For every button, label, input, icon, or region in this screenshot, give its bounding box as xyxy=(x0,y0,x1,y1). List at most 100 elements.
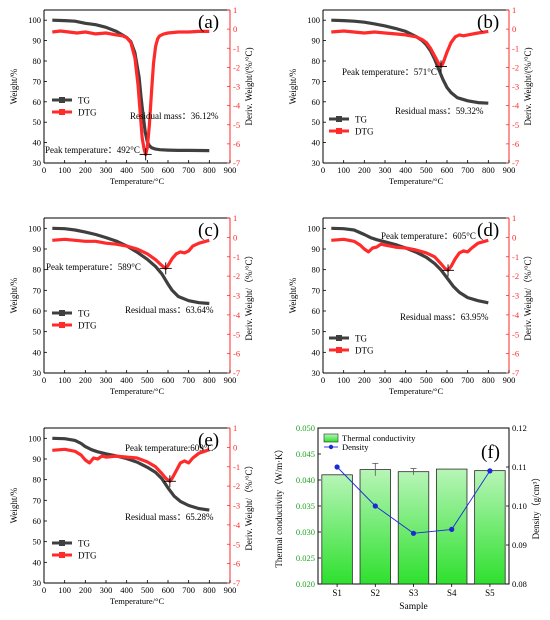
legend-marker xyxy=(336,335,342,341)
y-tick-label: 100 xyxy=(28,223,41,233)
y-tick-label: 40 xyxy=(33,138,42,148)
y-axis-title: Thermal conductivity（W/m·K） xyxy=(274,444,284,567)
tg-series-line xyxy=(52,18,210,153)
legend-label: Density xyxy=(342,442,369,452)
panel-label: (c) xyxy=(198,220,219,241)
y-tick-label: 30 xyxy=(33,158,42,168)
y2-tick-label: -1 xyxy=(512,43,519,53)
x-tick-label: 500 xyxy=(420,165,433,175)
y2-axis-title: Deriv. Weight/（%/°C） xyxy=(244,250,254,340)
x-tick-label: S3 xyxy=(409,588,419,598)
legend: TG DTG xyxy=(52,96,97,118)
y-tick-label: 0.040 xyxy=(296,475,315,485)
y-tick-label: 90 xyxy=(312,36,321,46)
legend-marker xyxy=(59,97,65,103)
tg-series-line xyxy=(331,226,489,305)
y-tick-label: 90 xyxy=(33,454,42,464)
x-tick-label: 800 xyxy=(203,585,216,595)
y2-tick-label: -2 xyxy=(233,481,240,491)
x-tick-label: S4 xyxy=(447,588,457,598)
y2-tick-label: -6 xyxy=(233,139,240,149)
x-tick-label: 600 xyxy=(162,375,175,385)
y2-tick-label: -6 xyxy=(233,559,240,569)
y2-tick-label: 1 xyxy=(233,213,237,223)
y2-tick-label: -4 xyxy=(512,310,520,320)
x-tick-label: S5 xyxy=(485,588,495,598)
x-tick-label: S1 xyxy=(332,588,342,598)
y-tick-label: 60 xyxy=(312,306,321,316)
panel-label: (b) xyxy=(477,12,499,33)
y2-tick-label: 1 xyxy=(233,5,237,15)
x-tick-label: 900 xyxy=(503,165,516,175)
y-tick-label: 60 xyxy=(312,97,321,107)
x-tick-label: 600 xyxy=(441,375,454,385)
dtg-series-line xyxy=(52,237,210,270)
annotation: Peak temperature：571°C xyxy=(342,67,437,77)
x-tick-label: 600 xyxy=(441,165,454,175)
x-tick-label: 500 xyxy=(141,165,154,175)
y-tick-label: 30 xyxy=(312,158,321,168)
x-axis-title: Temperature/°C xyxy=(389,176,444,186)
annotation: Residual mass：59.32% xyxy=(395,106,484,116)
x-axis-title: Temperature/°C xyxy=(110,176,165,186)
legend: TG DTG xyxy=(329,115,374,137)
y2-tick-label: 1 xyxy=(512,5,516,15)
x-tick-label: 0 xyxy=(42,585,46,595)
y-tick-label: 40 xyxy=(33,557,42,567)
legend-label: TG xyxy=(78,539,90,549)
x-tick-label: 200 xyxy=(358,165,371,175)
legend-label: TG xyxy=(78,96,90,106)
x-tick-label: 600 xyxy=(162,165,175,175)
y2-tick-label: 0 xyxy=(233,442,237,452)
y-tick-label: 50 xyxy=(312,117,321,127)
x-tick-label: 100 xyxy=(58,165,71,175)
panel-d: 0 100 200 300 400 500 600 700 800 900304050607080… xyxy=(288,213,533,396)
y-tick-label: 0.050 xyxy=(296,423,315,433)
y2-tick-label: -3 xyxy=(512,82,519,92)
x-tick-label: 400 xyxy=(399,165,412,175)
y2-axis-title: Deriv. Weight/（%/°C） xyxy=(244,460,254,550)
annotation: Peak temperature：589°C xyxy=(46,262,141,272)
y-tick-label: 50 xyxy=(33,327,42,337)
legend-swatch xyxy=(323,433,339,443)
x-tick-label: 700 xyxy=(182,585,195,595)
y-tick-label: 30 xyxy=(312,368,321,378)
y-tick-label: 80 xyxy=(33,56,42,66)
y2-tick-label: -3 xyxy=(233,291,240,301)
y2-tick-label: -6 xyxy=(233,349,240,359)
y2-tick-label: -7 xyxy=(512,368,519,378)
y2-tick-label: -2 xyxy=(512,271,519,281)
x-tick-label: 700 xyxy=(461,165,474,175)
y2-tick-label: -4 xyxy=(512,101,520,111)
y2-tick-label: -3 xyxy=(233,82,240,92)
x-tick-label: 800 xyxy=(482,375,495,385)
x-tick-label: 0 xyxy=(42,375,46,385)
legend: TG DTG xyxy=(52,309,97,331)
y-tick-label: 90 xyxy=(312,244,321,254)
x-tick-label: 700 xyxy=(182,165,195,175)
legend-marker xyxy=(59,552,65,558)
x-tick-label: 400 xyxy=(399,375,412,385)
y-tick-label: 50 xyxy=(312,327,321,337)
x-axis-title: Temperature/°C xyxy=(389,386,444,396)
x-tick-label: 600 xyxy=(162,585,175,595)
dtg-series-line xyxy=(331,237,489,272)
x-tick-label: 500 xyxy=(420,375,433,385)
x-tick-label: 900 xyxy=(503,375,516,385)
y2-tick-label: -4 xyxy=(233,101,241,111)
y2-tick-label: -5 xyxy=(233,539,240,549)
legend-label: TG xyxy=(355,334,367,344)
legend-marker xyxy=(328,444,334,450)
density-point xyxy=(334,464,340,470)
y2-tick-label: 0.08 xyxy=(512,579,527,589)
y2-tick-label: 1 xyxy=(512,213,516,223)
y-tick-label: 60 xyxy=(33,306,42,316)
legend: TG DTG xyxy=(52,539,97,561)
x-tick-label: 900 xyxy=(224,165,237,175)
y-axis-title: Weight/% xyxy=(9,487,19,523)
x-tick-label: 800 xyxy=(482,165,495,175)
bar-S1 xyxy=(321,474,353,585)
panel-b: 0 100 200 300 400 500 600 700 800 900304050607080… xyxy=(288,5,533,186)
y2-tick-label: 1 xyxy=(233,423,237,433)
